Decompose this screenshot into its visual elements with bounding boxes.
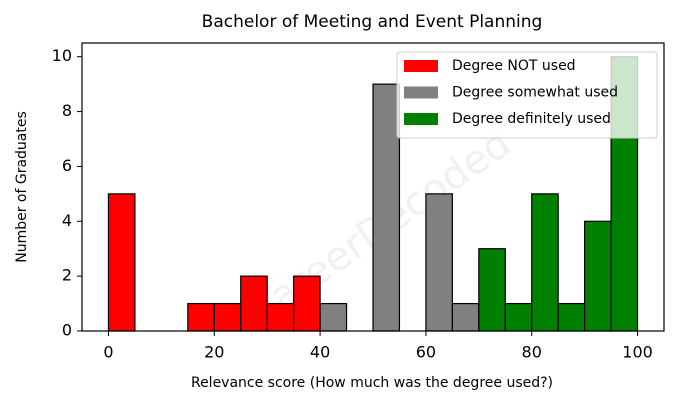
bar bbox=[584, 220, 612, 332]
bar bbox=[293, 275, 321, 332]
chart-title: Bachelor of Meeting and Event Planning bbox=[202, 12, 543, 32]
y-tick-label: 6 bbox=[62, 156, 72, 175]
legend-swatch bbox=[404, 113, 438, 125]
legend-swatch bbox=[404, 86, 438, 99]
y-tick-label: 0 bbox=[62, 321, 72, 340]
bar bbox=[425, 193, 453, 332]
bar bbox=[478, 248, 506, 332]
bar bbox=[319, 302, 348, 332]
bar bbox=[213, 302, 242, 332]
plot-frame bbox=[81, 42, 665, 332]
bar bbox=[187, 302, 215, 332]
x-axis-label: Relevance score (How much was the degree… bbox=[191, 375, 553, 391]
y-tick-label: 10 bbox=[52, 46, 72, 65]
legend-box bbox=[396, 51, 658, 139]
bar bbox=[451, 302, 480, 332]
legend-label: Degree somewhat used bbox=[452, 85, 618, 101]
y-axis-label: Number of Graduates bbox=[14, 111, 30, 263]
y-tick-label: 4 bbox=[62, 211, 72, 230]
y-tick-label: 8 bbox=[62, 101, 72, 120]
y-tick-label: 2 bbox=[62, 266, 72, 285]
legend-swatch bbox=[404, 60, 438, 72]
x-tick-label: 40 bbox=[310, 343, 330, 362]
bar bbox=[531, 193, 559, 332]
legend-label: Degree definitely used bbox=[452, 111, 611, 127]
x-tick-label: 20 bbox=[204, 343, 224, 362]
bar bbox=[240, 275, 268, 332]
bar bbox=[504, 302, 533, 332]
x-tick-label: 60 bbox=[416, 343, 436, 362]
bar bbox=[266, 302, 295, 332]
bar bbox=[557, 302, 586, 332]
legend-label: Degree NOT used bbox=[452, 58, 576, 74]
bar bbox=[107, 193, 136, 332]
x-tick-label: 0 bbox=[103, 343, 113, 362]
x-tick-label: 100 bbox=[622, 343, 653, 362]
x-tick-label: 80 bbox=[522, 343, 542, 362]
bar bbox=[372, 83, 401, 332]
